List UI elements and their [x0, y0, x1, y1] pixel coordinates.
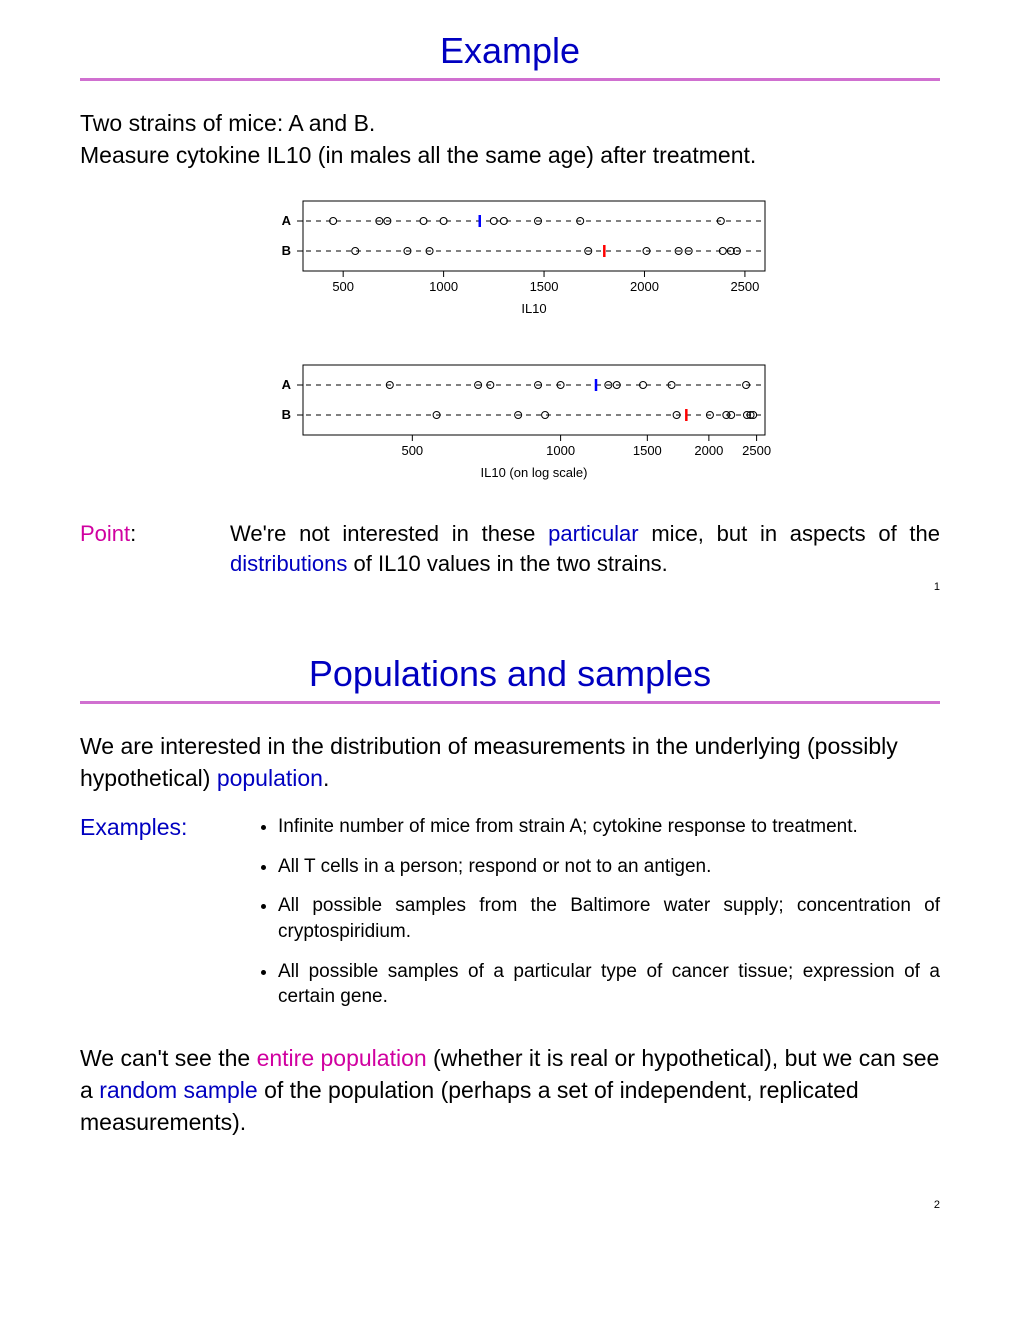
- point-label: Point:: [80, 519, 230, 578]
- svg-text:2500: 2500: [730, 279, 759, 294]
- para-pre: We can't see the: [80, 1045, 257, 1071]
- point-kw2: distributions: [230, 551, 347, 576]
- closing-paragraph: We can't see the entire population (whet…: [80, 1042, 940, 1139]
- svg-text:1000: 1000: [546, 443, 575, 458]
- svg-text:2000: 2000: [694, 443, 723, 458]
- slide-title: Example: [80, 30, 940, 72]
- svg-text:A: A: [282, 213, 292, 228]
- svg-text:2000: 2000: [630, 279, 659, 294]
- svg-text:B: B: [282, 407, 291, 422]
- example-item: All possible samples of a particular typ…: [278, 959, 940, 1010]
- chart-linear-wrap: AB 500 1000 1500 2000 2500 IL10: [80, 191, 940, 331]
- slide-populations: Populations and samples We are intereste…: [0, 623, 1020, 1241]
- svg-text:1000: 1000: [429, 279, 458, 294]
- intro-text-2: We are interested in the distribution of…: [80, 730, 940, 794]
- intro2-post: .: [323, 765, 329, 791]
- point-colon: :: [130, 521, 136, 546]
- chart-log-wrap: AB 500 1000 1500 2000 2500 IL10 (on log scale): [80, 355, 940, 495]
- intro-text: Two strains of mice: A and B. Measure cy…: [80, 107, 940, 171]
- intro-line1: Two strains of mice: A and B.: [80, 110, 375, 136]
- point-text: We're not interested in these particular…: [230, 519, 940, 578]
- example-item: Infinite number of mice from strain A; c…: [278, 814, 940, 840]
- example-item: All possible samples from the Baltimore …: [278, 893, 940, 944]
- point-pre: We're not interested in these: [230, 521, 548, 546]
- examples-label: Examples:: [80, 814, 260, 1024]
- point-mid: mice, but in aspects of the: [639, 521, 940, 546]
- example-item: All T cells in a person; respond or not …: [278, 854, 940, 880]
- svg-text:500: 500: [401, 443, 423, 458]
- svg-text:2500: 2500: [742, 443, 771, 458]
- il10-log-chart: AB 500 1000 1500 2000 2500 IL10 (on log scale): [245, 355, 775, 495]
- svg-text:1500: 1500: [633, 443, 662, 458]
- para-kw2: random sample: [99, 1077, 258, 1103]
- svg-text:A: A: [282, 377, 292, 392]
- point-row: Point: We're not interested in these par…: [80, 519, 940, 578]
- point-word: Point: [80, 521, 130, 546]
- page-number-2: 2: [80, 1199, 940, 1211]
- svg-text:IL10 (on log scale): IL10 (on log scale): [481, 465, 588, 480]
- hr-divider: [80, 78, 940, 81]
- page-number: 1: [80, 581, 940, 593]
- slide-title-2: Populations and samples: [80, 653, 940, 695]
- svg-text:500: 500: [332, 279, 354, 294]
- svg-text:1500: 1500: [530, 279, 559, 294]
- examples-list: Infinite number of mice from strain A; c…: [260, 814, 940, 1024]
- para-kw1: entire population: [257, 1045, 427, 1071]
- point-post: of IL10 values in the two strains.: [347, 551, 667, 576]
- examples-row: Examples: Infinite number of mice from s…: [80, 814, 940, 1024]
- il10-linear-chart: AB 500 1000 1500 2000 2500 IL10: [245, 191, 775, 331]
- svg-text:IL10: IL10: [521, 301, 546, 316]
- svg-text:B: B: [282, 243, 291, 258]
- point-kw1: particular: [548, 521, 638, 546]
- intro2-kw: population: [217, 765, 323, 791]
- slide-example: Example Two strains of mice: A and B. Me…: [0, 0, 1020, 623]
- hr-divider-2: [80, 701, 940, 704]
- intro-line2: Measure cytokine IL10 (in males all the …: [80, 142, 756, 168]
- intro2-pre: We are interested in the distribution of…: [80, 733, 898, 791]
